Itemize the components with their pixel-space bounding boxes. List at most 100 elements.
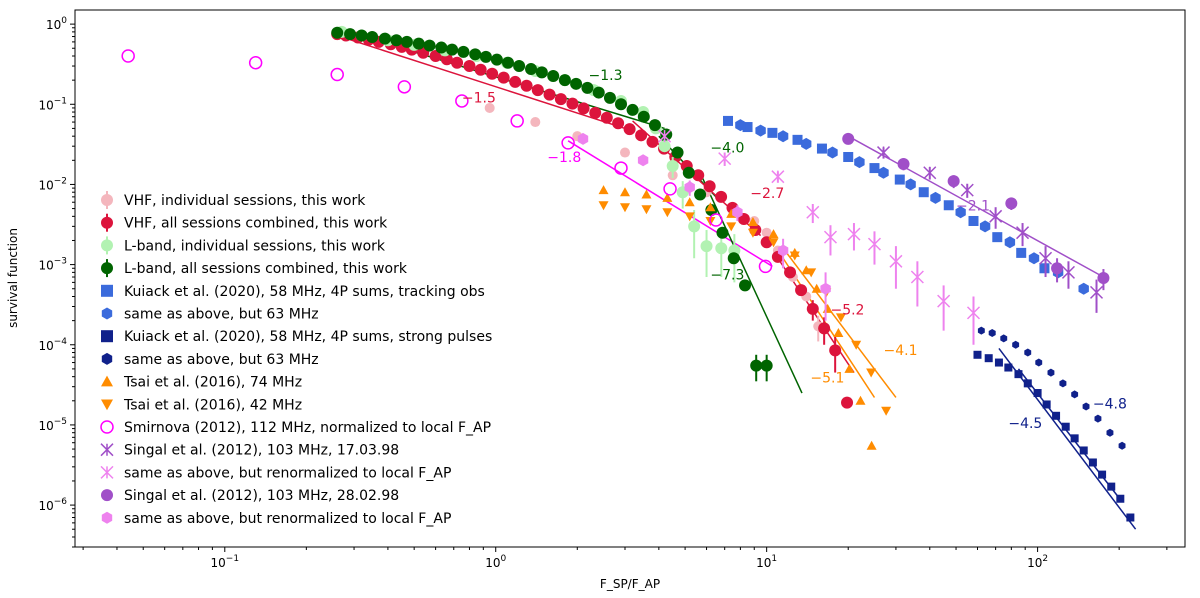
data-point: [829, 344, 842, 357]
data-point: [937, 294, 951, 308]
data-point: [1106, 428, 1114, 437]
data-point: [897, 157, 910, 170]
data-point: [835, 313, 846, 323]
fit-label-4: −1.8: [547, 150, 581, 166]
data-point: [1052, 411, 1061, 420]
data-point: [992, 232, 1003, 243]
data-point: [910, 270, 924, 284]
data-point: [684, 212, 695, 222]
data-point: [758, 259, 773, 274]
data-point: [841, 396, 854, 409]
data-point: [663, 182, 677, 196]
data-point: [771, 170, 785, 184]
legend-marker-12: [100, 465, 114, 479]
legend-label-8: Tsai et al. (2016), 74 MHz: [123, 375, 302, 391]
legend-label-5: same as above, but 63 MHz: [124, 307, 319, 323]
data-point: [844, 363, 855, 373]
legend-marker-6: [101, 330, 113, 343]
data-point: [446, 43, 459, 56]
data-point: [497, 71, 510, 84]
y-tick-label-4: 10−4: [38, 337, 67, 353]
fit-label-0: −1.3: [588, 68, 622, 84]
data-point: [614, 161, 628, 175]
data-point: [876, 146, 891, 160]
data-point: [806, 302, 819, 315]
data-point: [390, 34, 403, 47]
data-point: [581, 81, 594, 94]
series-8: [598, 185, 877, 450]
axis-ticks: 10−1 100 101 102 100 10−1 10−2 10−3 10−4 10−5 10−6: [38, 16, 1168, 570]
data-point: [930, 191, 941, 204]
legend-label-0: VHF, individual sessions, this work: [124, 193, 366, 209]
data-point: [1098, 470, 1107, 479]
data-point: [566, 97, 579, 110]
data-point: [671, 146, 684, 159]
legend-label-10: Smirnova (2012), 112 MHz, normalized to …: [124, 420, 491, 436]
data-point: [878, 166, 889, 179]
data-point: [777, 130, 789, 143]
data-point: [479, 50, 492, 63]
data-point: [1042, 400, 1051, 409]
data-point: [703, 180, 716, 193]
data-point: [820, 282, 831, 295]
data-point: [1079, 446, 1088, 455]
data-point: [570, 77, 583, 90]
data-point: [694, 188, 707, 201]
data-point: [619, 147, 630, 158]
data-point: [1118, 441, 1126, 450]
data-point: [866, 440, 877, 450]
series-9: [598, 201, 892, 416]
data-point: [792, 134, 803, 145]
data-point: [626, 103, 639, 116]
data-point: [600, 111, 613, 124]
data-point: [806, 268, 817, 278]
legend-label-14: same as above, but renormalized to local…: [124, 511, 451, 527]
data-point: [400, 35, 413, 48]
data-point: [248, 55, 263, 70]
data-point: [525, 63, 538, 76]
data-point: [977, 326, 985, 335]
data-point: [1004, 236, 1016, 249]
data-point: [768, 238, 779, 248]
x-tick-label-3: 102: [1027, 554, 1048, 570]
data-point: [603, 91, 616, 104]
data-point: [558, 74, 571, 87]
data-point: [1059, 379, 1067, 388]
data-point: [755, 124, 766, 137]
data-point: [423, 39, 436, 52]
data-point: [666, 159, 679, 172]
data-point: [1097, 272, 1110, 285]
legend-marker-4: [101, 284, 113, 297]
data-point: [1089, 285, 1104, 299]
data-point: [854, 156, 865, 169]
fit-label-10: −4.5: [1008, 416, 1042, 432]
data-point: [989, 209, 1003, 223]
fit-label-5: −7.3: [710, 268, 744, 284]
legend-label-7: same as above, but 63 MHz: [124, 352, 319, 368]
data-point: [641, 205, 652, 215]
fit-line-9: [1017, 368, 1123, 503]
legend-marker-5: [101, 307, 113, 320]
series-12: [658, 129, 981, 345]
data-point: [1004, 363, 1013, 372]
legend-label-9: Tsai et al. (2016), 42 MHz: [123, 397, 302, 413]
fit-line-11: [847, 135, 1104, 278]
data-point: [658, 129, 672, 143]
data-point: [881, 406, 892, 416]
data-point: [723, 115, 734, 126]
data-point: [806, 205, 820, 219]
data-point: [455, 94, 469, 108]
data-point: [784, 266, 797, 279]
data-point: [700, 240, 713, 253]
legend-label-13: Singal et al. (2012), 103 MHz, 28.02.98: [124, 488, 399, 504]
data-point: [658, 140, 671, 153]
series-10: [121, 49, 773, 274]
data-point: [1088, 458, 1097, 467]
data-point: [429, 50, 442, 63]
data-point: [463, 60, 476, 73]
data-point: [973, 350, 982, 359]
data-point: [1016, 247, 1027, 258]
data-point: [739, 279, 752, 292]
x-tick-label-1: 100: [485, 554, 506, 570]
